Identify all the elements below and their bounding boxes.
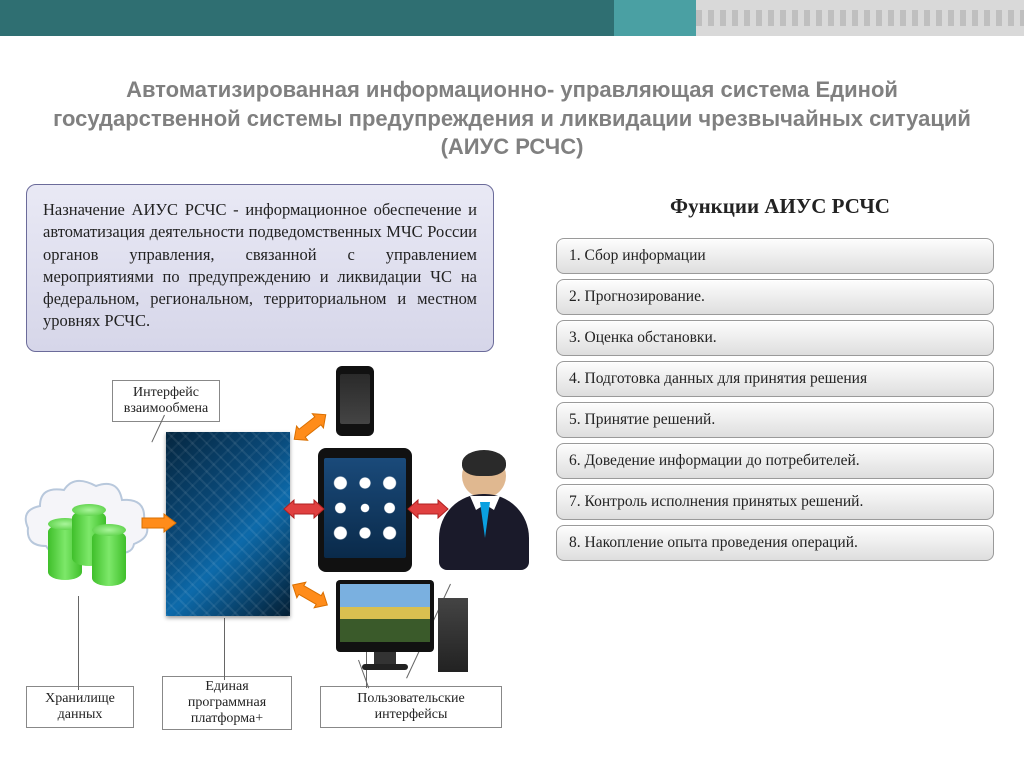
tablet-icon [318,448,412,572]
double-arrow-icon [408,500,448,518]
server-icon [166,432,290,616]
function-item: 5. Принятие решений. [556,402,994,438]
label-platform: Единая программная платформа+ [162,676,292,730]
system-diagram: Интерфейс взаимообмена Хранилище данных … [20,360,540,740]
double-arrow-icon [288,577,332,613]
function-item: 2. Прогнозирование. [556,279,994,315]
smartphone-icon [336,366,374,436]
function-item: 1. Сбор информации [556,238,994,274]
double-arrow-icon [284,500,324,518]
label-storage: Хранилище данных [26,686,134,728]
callout-line [224,618,225,680]
function-item: 8. Накопление опыта проведения операций. [556,525,994,561]
function-item: 7. Контроль исполнения принятых решений. [556,484,994,520]
purpose-text-box: Назначение АИУС РСЧС - информационное об… [26,184,494,352]
arrow-icon [142,514,176,532]
label-user-interfaces: Пользовательские интерфейсы [320,686,502,728]
header-decorative-bar [0,0,1024,36]
functions-heading: Функции АИУС РСЧС [580,194,980,219]
functions-list: 1. Сбор информации 2. Прогнозирование. 3… [556,238,994,566]
function-item: 6. Доведение информации до потребителей. [556,443,994,479]
function-item: 3. Оценка обстановки. [556,320,994,356]
user-icon [436,454,532,582]
label-interface: Интерфейс взаимообмена [112,380,220,422]
callout-line [78,596,79,690]
slide-title: Автоматизированная информационно- управл… [40,76,984,162]
function-item: 4. Подготовка данных для принятия решени… [556,361,994,397]
desktop-pc-icon [336,580,472,676]
double-arrow-icon [289,408,332,447]
